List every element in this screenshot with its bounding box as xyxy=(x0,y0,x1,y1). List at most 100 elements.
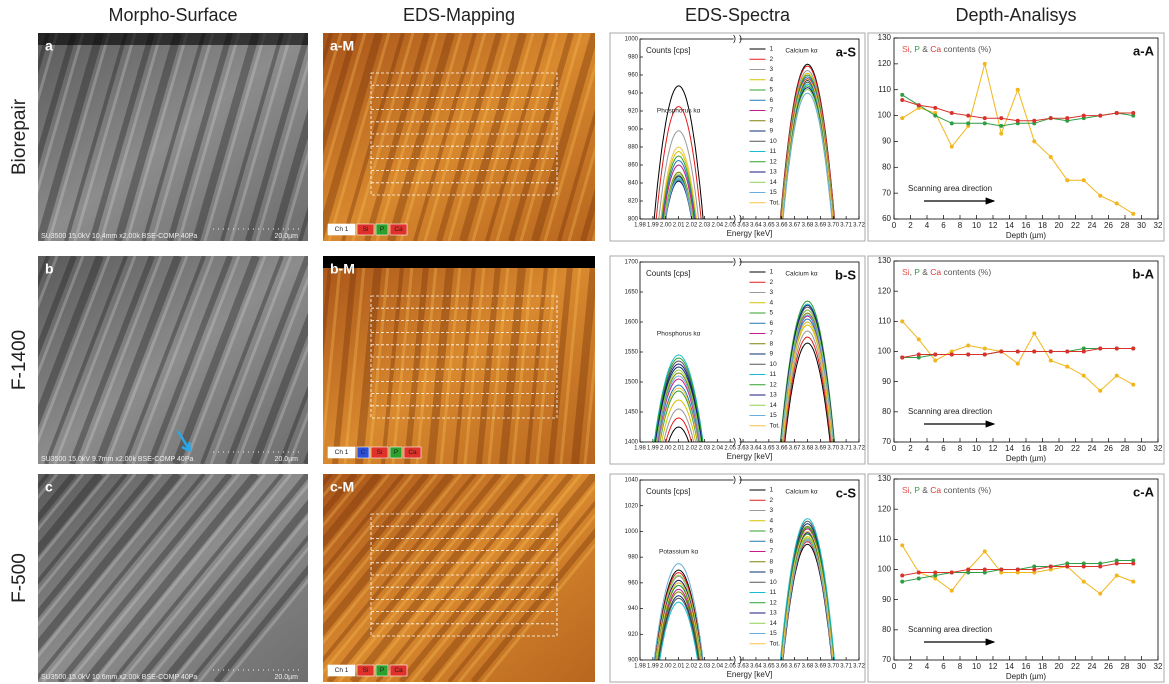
x-tick-label: 24 xyxy=(1088,662,1097,671)
panel-bg xyxy=(610,256,865,464)
legend-label: 3 xyxy=(770,507,774,514)
y-tick-label: 110 xyxy=(878,85,891,94)
panel-tag: b-S xyxy=(835,267,856,282)
x-tick-label: 22 xyxy=(1071,444,1080,453)
legend-label: 10 xyxy=(770,361,778,368)
panel-bg xyxy=(610,33,865,241)
series-point xyxy=(900,116,904,120)
legend-label: 1 xyxy=(770,487,774,494)
series-point xyxy=(900,319,904,323)
x-tick-label: 3.72 xyxy=(853,446,865,452)
legend-title-part: Si xyxy=(902,44,910,54)
x-tick-label: 3.66 xyxy=(776,223,788,229)
y-tick-label: 80 xyxy=(882,162,891,171)
y-tick-label: 130 xyxy=(878,33,892,42)
x-tick-label: 3.63 xyxy=(737,446,749,452)
x-tick-label: 22 xyxy=(1071,221,1080,230)
y-tick-label: 70 xyxy=(882,655,891,664)
series-point xyxy=(1065,178,1069,182)
series-point xyxy=(1016,119,1020,123)
y-tick-label: 1450 xyxy=(625,410,639,416)
series-point xyxy=(1016,88,1020,92)
x-tick-label: 30 xyxy=(1137,221,1146,230)
x-tick-label: 3.66 xyxy=(776,446,788,452)
x-tick-label: 3.68 xyxy=(802,223,814,229)
legend-label: 15 xyxy=(770,412,778,419)
x-tick-label: 3.64 xyxy=(750,664,762,670)
panel-tag: a-S xyxy=(836,44,857,59)
legend-label: 11 xyxy=(770,371,777,378)
legend-title-part: contents (%) xyxy=(941,485,991,495)
x-tick-label: 32 xyxy=(1154,221,1163,230)
series-point xyxy=(1032,568,1036,572)
series-point xyxy=(1082,580,1086,584)
x-tick-label: 3.69 xyxy=(815,223,827,229)
y-tick-label: 860 xyxy=(628,163,639,169)
y-tick-label: 1700 xyxy=(625,260,639,266)
legend-title-part: & xyxy=(920,485,930,495)
x-tick-label: 18 xyxy=(1038,444,1047,453)
series-point xyxy=(1049,116,1053,120)
annotation: Scanning area direction xyxy=(908,407,992,416)
series-point xyxy=(1032,119,1036,123)
series-point xyxy=(983,568,987,572)
legend-label: 6 xyxy=(770,97,774,104)
legend-title-part: contents (%) xyxy=(941,44,991,54)
y-tick-label: 90 xyxy=(882,595,891,604)
y-tick-label: 80 xyxy=(882,407,891,416)
legend-label: 12 xyxy=(770,158,778,165)
x-tick-label: 2.03 xyxy=(699,664,711,670)
x-tick-label: 32 xyxy=(1154,662,1163,671)
legend-title: Si, P & Ca contents (%) xyxy=(902,267,991,277)
x-tick-label: 20 xyxy=(1055,221,1064,230)
y-tick-label: 920 xyxy=(628,109,639,115)
x-tick-label: 3.68 xyxy=(802,664,814,670)
legend-label: P xyxy=(380,667,384,674)
x-tick-label: 20 xyxy=(1055,444,1064,453)
x-tick-label: 2 xyxy=(908,221,913,230)
x-tick-label: 3.66 xyxy=(776,664,788,670)
x-tick-label: 2.05 xyxy=(724,223,736,229)
legend-label: Si xyxy=(377,449,383,456)
y-tick-label: 1600 xyxy=(625,320,639,326)
series-point xyxy=(917,353,921,357)
x-tick-label: 3.71 xyxy=(840,223,852,229)
legend-label: 13 xyxy=(770,169,778,176)
series-point xyxy=(1065,564,1069,568)
legend-label: Ch 1 xyxy=(335,226,349,233)
y-tick-label: 1000 xyxy=(625,37,639,43)
series-point xyxy=(950,589,954,593)
panel-tag: a-M xyxy=(330,38,354,54)
legend-label: Tot. xyxy=(770,640,781,647)
series-point xyxy=(1131,346,1135,350)
series-point xyxy=(983,549,987,553)
sem-ridge-light xyxy=(0,474,5,682)
series-point xyxy=(1131,561,1135,565)
x-tick-label: 1.99 xyxy=(647,664,659,670)
series-point xyxy=(1065,365,1069,369)
x-tick-label: 2 xyxy=(908,444,913,453)
y-tick-label: 840 xyxy=(628,181,639,187)
x-tick-label: 1.99 xyxy=(647,446,659,452)
series-point xyxy=(966,353,970,357)
legend-title-part: & xyxy=(920,44,930,54)
series-point xyxy=(950,571,954,575)
figure: Morpho-SurfaceEDS-MappingEDS-SpectraDept… xyxy=(0,0,1169,684)
legend-label: 14 xyxy=(770,402,778,409)
x-tick-label: 14 xyxy=(1005,444,1014,453)
y-tick-label: 60 xyxy=(882,214,891,223)
series-point xyxy=(1115,111,1119,115)
caption: SU3500 15.0kV 9.7mm x2.00k BSE-COMP 40Pa xyxy=(41,456,193,463)
y-tick-label: 120 xyxy=(878,504,892,513)
legend-label: 7 xyxy=(770,330,774,337)
legend-label: 10 xyxy=(770,579,778,586)
x-tick-label: 2 xyxy=(908,662,913,671)
x-tick-label: 16 xyxy=(1022,221,1031,230)
x-tick-label: 22 xyxy=(1071,662,1080,671)
x-tick-label: 1.98 xyxy=(634,446,646,452)
y-tick-label: 1650 xyxy=(625,290,639,296)
x-tick-label: 3.69 xyxy=(815,446,827,452)
legend-title-part: contents (%) xyxy=(941,267,991,277)
legend-label: 6 xyxy=(770,538,774,545)
x-tick-label: 3.65 xyxy=(763,664,775,670)
